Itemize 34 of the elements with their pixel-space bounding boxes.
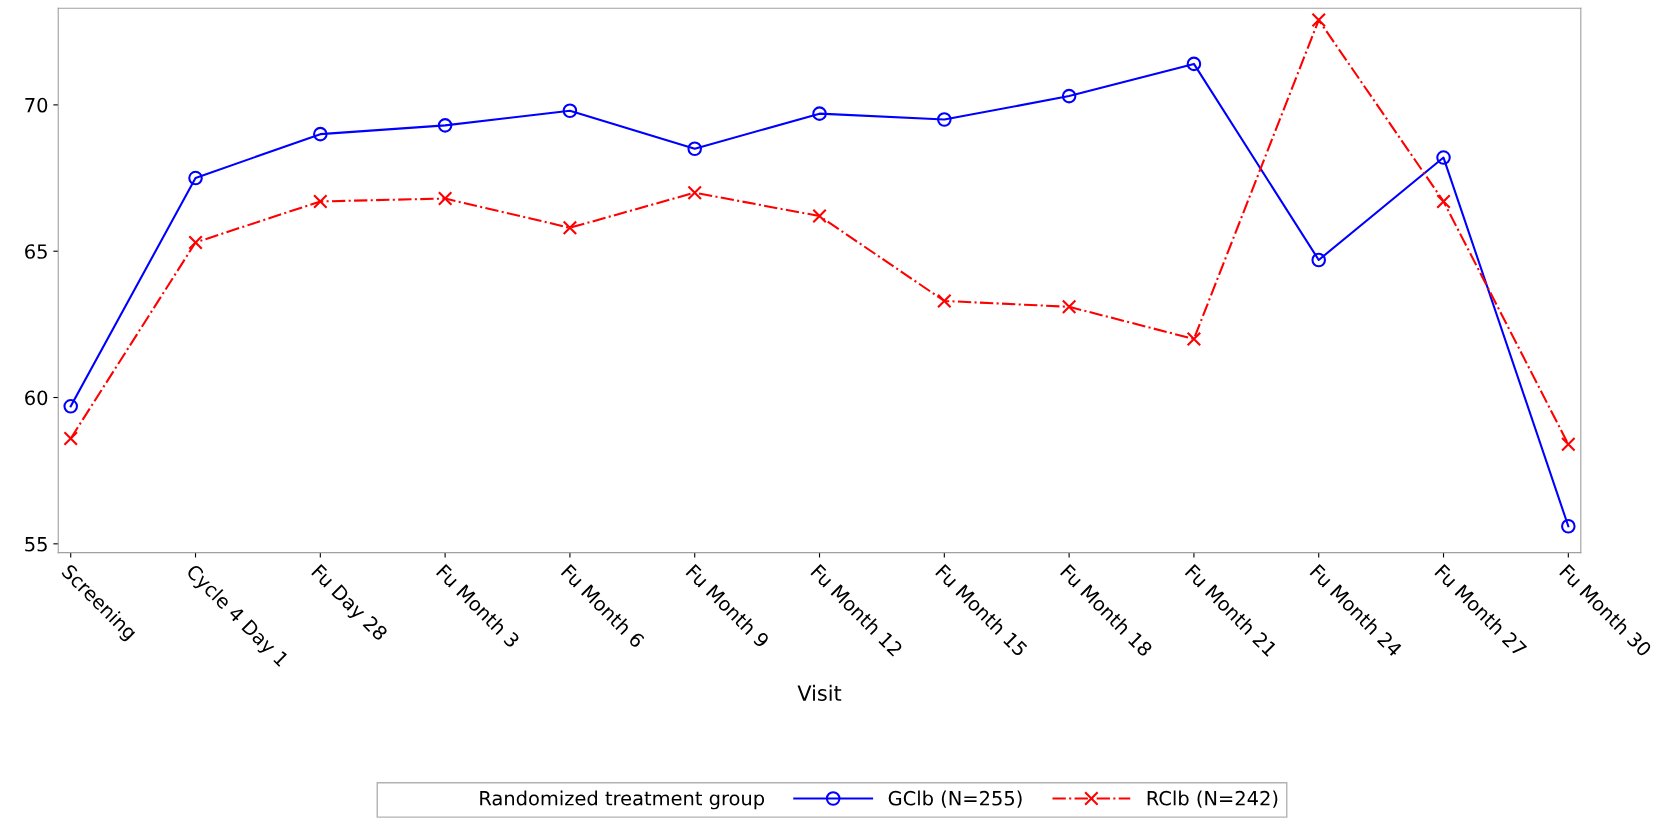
y-tick-label: 55 [25, 537, 47, 552]
legend-title: Randomized treatment group [480, 790, 765, 810]
point [437, 191, 453, 206]
point [188, 235, 203, 250]
point [1436, 150, 1451, 165]
point [812, 208, 827, 224]
point [937, 112, 952, 127]
point [1061, 88, 1077, 104]
x-axis-title: Visit [797, 684, 842, 701]
point [812, 106, 827, 121]
point [188, 170, 203, 186]
y-tick-label: 60 [25, 390, 48, 406]
legend-label: GClb (N=255) [888, 790, 1022, 808]
point [63, 399, 79, 414]
point [687, 141, 703, 157]
point [1186, 331, 1202, 347]
point [937, 293, 952, 309]
point [313, 126, 328, 142]
point [1561, 437, 1576, 452]
y-tick-label: 70 [25, 97, 48, 113]
legend-label: RClb (N=242) [1147, 790, 1278, 808]
point [1186, 56, 1202, 72]
point [1311, 12, 1327, 28]
point [562, 220, 578, 236]
point [687, 185, 703, 200]
point [437, 118, 453, 133]
point [1061, 299, 1077, 315]
point [1561, 518, 1576, 534]
point [1436, 194, 1451, 209]
point [313, 194, 328, 209]
point [562, 103, 578, 119]
point [63, 431, 79, 446]
point [1311, 252, 1327, 268]
y-tick-label: 65 [25, 244, 47, 259]
